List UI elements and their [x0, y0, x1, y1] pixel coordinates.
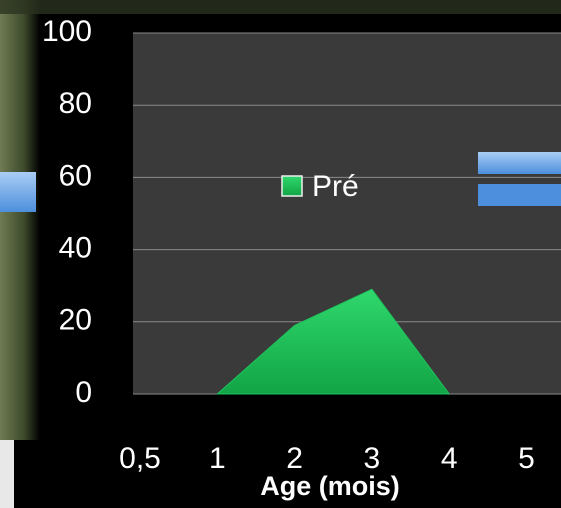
x-axis-title: Age (mois) — [260, 471, 400, 501]
marks — [215, 288, 451, 395]
photo-strip — [0, 0, 561, 14]
legend-label: Pré — [312, 170, 359, 203]
x-tick-label: 0,5 — [119, 442, 161, 475]
y-tick-label: 0 — [75, 376, 92, 409]
legend-swatch — [281, 175, 303, 197]
legend: Pré — [281, 170, 359, 203]
x-tick-label: 1 — [209, 442, 226, 475]
y-tick-label: 40 — [59, 232, 92, 265]
y-tick-label: 80 — [59, 87, 92, 120]
decor-shape — [478, 152, 561, 174]
photo-strip — [0, 0, 40, 440]
y-tick-label: 100 — [42, 15, 92, 48]
x-tick-label: 3 — [364, 442, 381, 475]
area — [215, 288, 451, 395]
x-tick-label: 4 — [441, 442, 458, 475]
decor-shape — [478, 184, 561, 206]
x-tick-label: 2 — [286, 442, 303, 475]
x-tick-label: 5 — [518, 442, 535, 475]
y-tick-label: 60 — [59, 159, 92, 192]
decor-shape — [0, 172, 36, 212]
photo-strip — [0, 440, 14, 508]
y-tick-label: 20 — [59, 304, 92, 337]
